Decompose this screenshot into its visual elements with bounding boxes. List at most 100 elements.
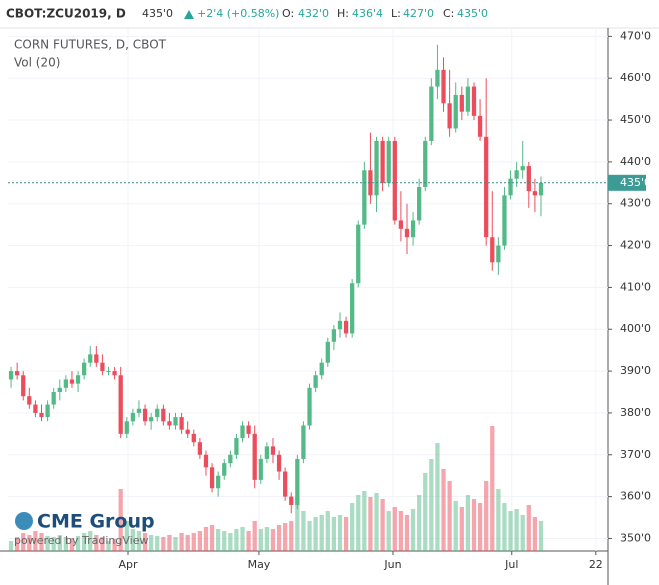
candle-body (508, 178, 513, 196)
volume-bar (258, 529, 263, 551)
volume-bar (179, 533, 184, 551)
high: 436'4 (352, 7, 383, 20)
candle-body (15, 371, 20, 376)
volume-bar (57, 535, 62, 551)
candle-body (410, 220, 416, 238)
candle-body (39, 412, 44, 418)
volume-bar (94, 535, 99, 551)
candle-body (368, 170, 373, 196)
candle-body (502, 195, 507, 246)
candle-body (209, 467, 215, 489)
candle-body (57, 387, 62, 393)
volume-bar (246, 531, 251, 551)
candle-body (276, 454, 282, 472)
chart-title: CORN FUTURES, D, CBOT (14, 38, 167, 52)
volume-bar (410, 509, 416, 551)
candle-body (106, 371, 111, 373)
candle-body (526, 166, 531, 192)
y-tick-label: 440'0 (620, 155, 651, 168)
candle-body (484, 136, 489, 238)
candle-body (283, 471, 288, 497)
candle-body (350, 283, 355, 334)
last-price-box (608, 174, 646, 191)
candle-body (459, 94, 464, 112)
volume-bar (520, 515, 525, 551)
candle-body (295, 458, 300, 505)
candle-body (130, 412, 136, 422)
candle-body (124, 421, 129, 434)
volume-bar (502, 503, 507, 551)
candle-body (520, 166, 525, 171)
volume-bar (526, 505, 531, 551)
volume-bar (173, 537, 178, 551)
volume-bar (386, 511, 391, 551)
candle-body (27, 396, 32, 405)
subtitle: Vol (20) (14, 56, 60, 70)
volume-bar (124, 521, 129, 551)
volume-bar (228, 533, 233, 551)
volume-bar (423, 473, 428, 551)
volume-bar (331, 517, 337, 551)
candle-body (441, 69, 446, 104)
x-tick-label: Jul (504, 558, 518, 571)
volume-bar (191, 533, 196, 551)
volume-bar (252, 521, 257, 551)
volume-bar (136, 531, 142, 551)
volume-bar (417, 495, 422, 551)
candle-body (301, 425, 306, 459)
open-label: O: (282, 7, 294, 20)
y-tick-label: 470'0 (620, 29, 651, 42)
volume-bar (301, 511, 306, 551)
volume-bar (27, 535, 32, 551)
y-tick-label: 420'0 (620, 239, 651, 252)
volume-bar (185, 535, 190, 551)
volume-bar (484, 481, 489, 551)
volume-bar (307, 521, 312, 551)
volume-bar (368, 497, 373, 551)
open: 432'0 (298, 7, 329, 20)
volume-bar (75, 536, 81, 551)
watermark-sub: powered by TradingView (14, 534, 148, 547)
candle-body (222, 463, 227, 476)
volume-bar (118, 489, 123, 551)
volume-bar (33, 531, 38, 551)
candle-body (258, 458, 263, 480)
volume-bar (343, 517, 349, 551)
candle-body (417, 186, 422, 221)
candle-body (313, 375, 318, 388)
volume-bar (51, 537, 56, 551)
volume-bar (435, 443, 440, 551)
volume-bar (356, 495, 361, 551)
candle-body (392, 140, 397, 221)
candle-body (228, 454, 233, 464)
candle-body (216, 475, 221, 489)
candle-body (362, 170, 367, 225)
volume-bar (532, 517, 538, 551)
candle-body (423, 140, 428, 187)
volume-bar (465, 495, 471, 551)
volume-bar (496, 489, 501, 551)
volume-bar (490, 426, 495, 551)
x-tick-label: Apr (118, 558, 138, 571)
candle-body (252, 433, 257, 480)
watermark: CME Group (37, 511, 155, 533)
volume-bar (167, 535, 172, 551)
volume-bar (380, 499, 385, 551)
candle-body (307, 387, 312, 426)
volume-bar (216, 529, 221, 551)
candle-body (246, 425, 251, 434)
candle-body (471, 86, 477, 116)
candle-body (94, 354, 99, 363)
volume-bar (15, 537, 20, 551)
change: +2'4 (+0.58%) (197, 7, 279, 20)
volume-bar (203, 527, 209, 551)
y-tick-label: 460'0 (620, 71, 651, 84)
candle-body (45, 404, 50, 418)
volume-bar (508, 511, 513, 551)
low: 427'0 (403, 7, 434, 20)
volume-bar (374, 493, 379, 551)
candle-body (343, 320, 349, 334)
volume-bar (69, 538, 75, 551)
candle-body (240, 425, 245, 439)
symbol: CBOT:ZCU2019, D (6, 7, 126, 21)
